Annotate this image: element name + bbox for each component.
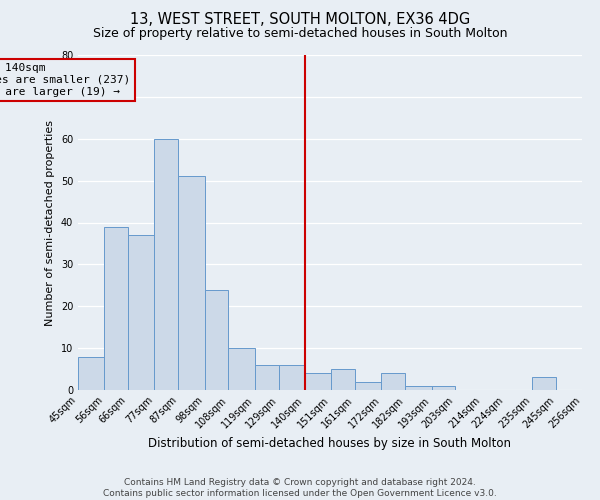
Text: Contains HM Land Registry data © Crown copyright and database right 2024.
Contai: Contains HM Land Registry data © Crown c… <box>103 478 497 498</box>
Bar <box>78 356 104 390</box>
Bar <box>532 378 556 390</box>
Bar <box>128 235 154 390</box>
Bar <box>205 290 229 390</box>
Bar <box>382 373 405 390</box>
Text: 13 WEST STREET: 140sqm
← 93% of semi-detached houses are smaller (237)
7% of sem: 13 WEST STREET: 140sqm ← 93% of semi-det… <box>0 64 130 96</box>
Bar <box>305 373 331 390</box>
Bar <box>405 386 431 390</box>
Bar <box>331 369 355 390</box>
X-axis label: Distribution of semi-detached houses by size in South Molton: Distribution of semi-detached houses by … <box>149 436 511 450</box>
Bar <box>355 382 382 390</box>
Bar <box>431 386 455 390</box>
Bar <box>255 365 278 390</box>
Bar <box>229 348 255 390</box>
Text: Size of property relative to semi-detached houses in South Molton: Size of property relative to semi-detach… <box>93 28 507 40</box>
Text: 13, WEST STREET, SOUTH MOLTON, EX36 4DG: 13, WEST STREET, SOUTH MOLTON, EX36 4DG <box>130 12 470 28</box>
Bar <box>104 226 128 390</box>
Y-axis label: Number of semi-detached properties: Number of semi-detached properties <box>45 120 55 326</box>
Bar <box>278 365 305 390</box>
Bar <box>178 176 205 390</box>
Bar <box>154 138 178 390</box>
